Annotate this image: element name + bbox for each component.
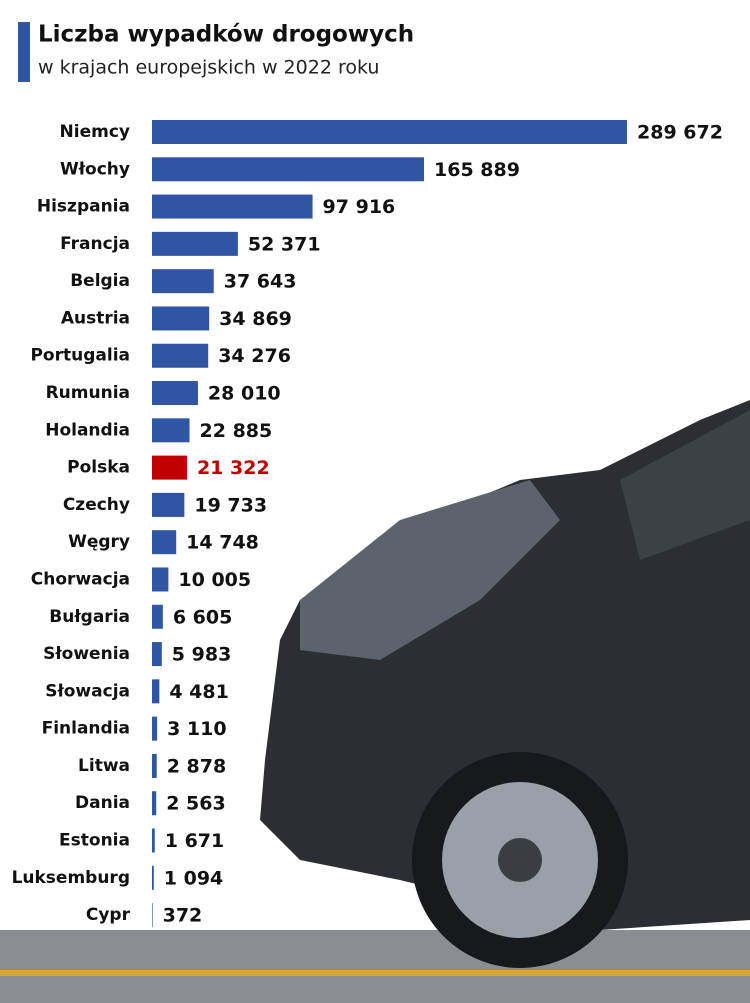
bar [152, 903, 153, 928]
category-label: Holandia [45, 420, 130, 440]
category-label: Niemcy [60, 122, 130, 142]
bar [152, 343, 209, 368]
category-label: Portugalia [30, 346, 130, 366]
bar [152, 791, 157, 816]
value-label: 1 671 [165, 830, 225, 852]
category-label: Węgry [68, 532, 130, 552]
bar [152, 530, 177, 555]
category-label: Austria [61, 308, 130, 328]
category-label: Estonia [59, 831, 130, 851]
value-label: 1 094 [164, 867, 224, 889]
category-label: Finlandia [42, 719, 130, 739]
value-label: 28 010 [208, 383, 281, 405]
bar [152, 157, 425, 182]
bar [152, 194, 313, 219]
value-label: 14 748 [186, 532, 259, 554]
category-label: Chorwacja [31, 569, 130, 589]
value-label: 2 563 [166, 793, 226, 815]
category-label: Polska [67, 458, 130, 478]
category-label: Belgia [70, 271, 130, 291]
value-label: 165 889 [434, 159, 520, 181]
bar [152, 567, 169, 592]
value-label: 6 605 [173, 606, 233, 628]
bar [152, 455, 187, 480]
chart-subtitle: w krajach europejskich w 2022 roku [38, 57, 379, 79]
category-label: Włochy [60, 159, 130, 179]
value-label: 289 672 [637, 122, 723, 144]
value-label: 2 878 [167, 755, 227, 777]
category-label: Cypr [86, 905, 131, 925]
bar [152, 716, 158, 741]
bar [152, 418, 190, 443]
car-photo [0, 400, 750, 1003]
bar [152, 679, 160, 704]
bar [152, 381, 198, 406]
category-label: Litwa [78, 756, 130, 776]
category-label: Luksemburg [12, 868, 130, 888]
category-label: Bułgaria [49, 607, 130, 627]
category-label: Słowenia [43, 644, 130, 664]
category-label: Dania [75, 793, 130, 813]
value-label: 52 371 [248, 233, 321, 255]
title-accent [18, 22, 30, 82]
bar [152, 492, 185, 517]
bar [152, 231, 238, 256]
bar [152, 120, 627, 144]
value-label: 34 869 [219, 308, 292, 330]
value-label: 372 [163, 905, 203, 927]
bar [152, 865, 154, 890]
category-label: Słowacja [45, 681, 130, 701]
bar [152, 753, 157, 778]
value-label: 10 005 [178, 569, 251, 591]
value-label: 21 322 [197, 457, 270, 479]
bar [152, 269, 214, 294]
value-label: 34 276 [218, 345, 291, 367]
value-label: 22 885 [200, 420, 273, 442]
value-label: 97 916 [323, 196, 396, 218]
value-label: 19 733 [194, 494, 267, 516]
bar [152, 828, 155, 853]
bar [152, 642, 162, 667]
bar [152, 306, 210, 331]
value-label: 4 481 [169, 681, 229, 703]
category-label: Francja [60, 234, 130, 254]
chart-title: Liczba wypadków drogowych [38, 22, 414, 48]
value-label: 37 643 [224, 271, 297, 293]
category-label: Czechy [63, 495, 130, 515]
category-label: Rumunia [46, 383, 130, 403]
value-label: 3 110 [167, 718, 227, 740]
category-label: Hiszpania [37, 197, 130, 217]
bar [152, 604, 163, 629]
value-label: 5 983 [172, 644, 232, 666]
